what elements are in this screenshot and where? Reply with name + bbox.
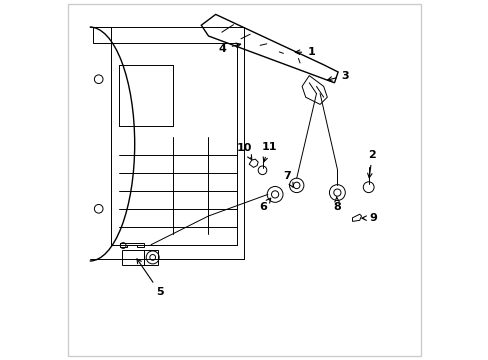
Text: 1: 1 bbox=[295, 47, 314, 57]
Text: 4: 4 bbox=[219, 43, 240, 54]
Text: 7: 7 bbox=[283, 171, 293, 187]
Text: 2: 2 bbox=[367, 150, 375, 178]
Text: 6: 6 bbox=[259, 198, 270, 212]
Text: 5: 5 bbox=[137, 259, 163, 297]
Text: 11: 11 bbox=[261, 142, 276, 162]
Text: 10: 10 bbox=[236, 143, 252, 159]
Text: 9: 9 bbox=[361, 213, 377, 223]
Text: 8: 8 bbox=[333, 197, 341, 212]
Text: 3: 3 bbox=[327, 71, 348, 81]
